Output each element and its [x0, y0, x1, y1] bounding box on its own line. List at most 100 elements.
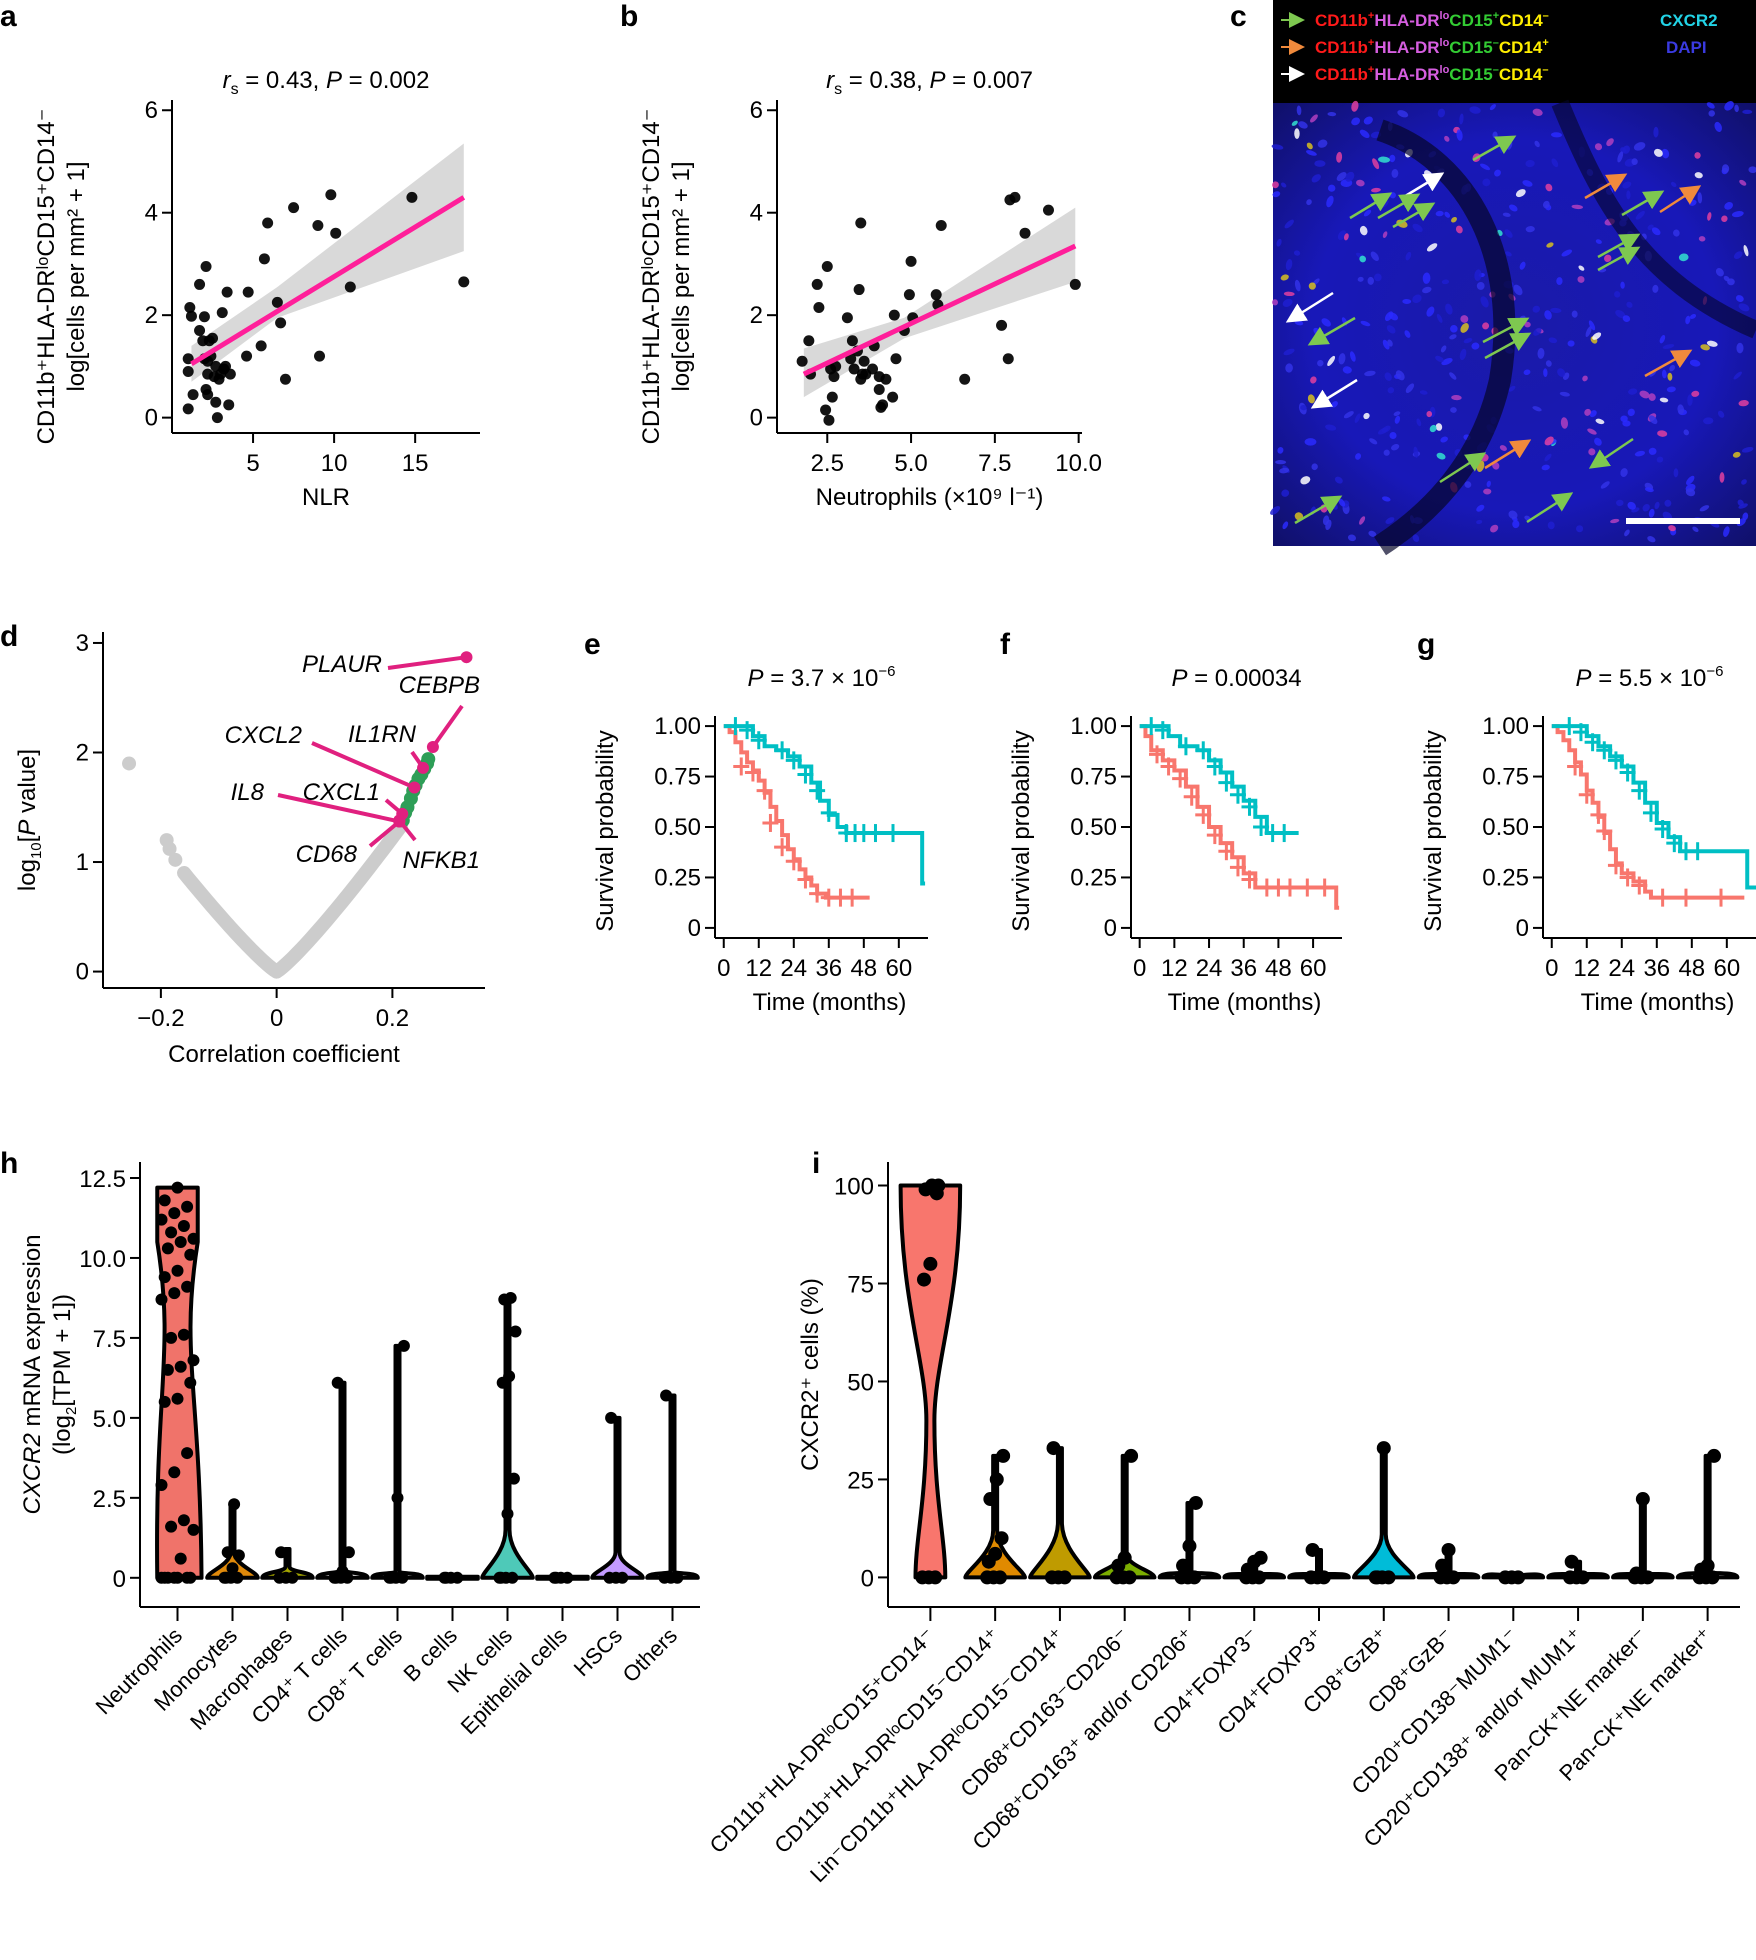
x-tick-label: 10.0 [1055, 450, 1102, 477]
violin-body [1351, 1446, 1416, 1580]
gene-label-il8: IL8 [231, 779, 265, 806]
cell [1731, 211, 1744, 218]
data-point [171, 1571, 184, 1584]
x-tick-label: 12 [745, 955, 772, 982]
data-point [1381, 1570, 1396, 1585]
cell [1357, 276, 1364, 282]
y-axis-label-line2: log[cells per mm² + 1] [668, 161, 695, 391]
cell [1282, 521, 1289, 530]
legend-marker: HLA-DR [1374, 38, 1439, 57]
cell-arrow [1349, 192, 1393, 220]
data-point [828, 371, 840, 383]
cell [1459, 113, 1464, 125]
data-point [504, 1291, 517, 1304]
data-point [440, 1571, 453, 1584]
data-point [406, 191, 418, 203]
data-point [330, 227, 342, 239]
cell [1272, 299, 1279, 306]
panel-letter-a: a [0, 0, 17, 33]
cell [1490, 524, 1499, 533]
title-superscript: −6 [1706, 663, 1723, 680]
cell [1743, 245, 1749, 257]
cell [1748, 166, 1756, 174]
y-tick-label: 2 [145, 302, 158, 329]
cell [1294, 128, 1300, 140]
data-point [989, 1472, 1004, 1487]
data-point [241, 350, 253, 362]
violin-body [1028, 1446, 1092, 1580]
cell [1546, 242, 1554, 248]
cell [1486, 480, 1491, 488]
cell [1548, 337, 1558, 344]
cell [1343, 233, 1349, 241]
legend-superscript: lo [1440, 10, 1450, 22]
cell [1648, 508, 1655, 518]
cell [1363, 116, 1373, 125]
cell [1659, 334, 1666, 344]
cell [1436, 452, 1446, 460]
cell [1426, 306, 1435, 317]
gene-label-cxcl1: CXCL1 [303, 779, 380, 806]
cell [1699, 505, 1710, 512]
cell [1391, 169, 1399, 178]
data-point [846, 335, 858, 347]
cell [1480, 296, 1489, 308]
gene-label-il1rn: IL1RN [348, 721, 417, 748]
title-text-part: = 0.00034 [1187, 665, 1301, 692]
cell [1532, 305, 1540, 313]
cell-arrow [1526, 492, 1574, 524]
cell [1435, 355, 1444, 363]
chart-title: rs = 0.43, P = 0.002 [223, 67, 430, 98]
x-tick-label: 36 [815, 955, 842, 982]
cell [1519, 261, 1526, 270]
cell [1661, 148, 1670, 159]
y-tick-label: 2 [76, 739, 89, 766]
cell [1550, 132, 1562, 138]
y-tick-label: 6 [750, 97, 763, 124]
legend-row-label: CD11b+​HLA-DRlo​CD15+​CD14–​ [1315, 10, 1549, 30]
cell [1419, 390, 1428, 395]
cell [1585, 326, 1592, 338]
cell [1589, 410, 1597, 418]
data-point [226, 1562, 239, 1575]
title-text-part: = 5.5 × 10 [1592, 665, 1707, 692]
data-point [1176, 1558, 1191, 1573]
gene-label-plaur: PLAUR [302, 651, 382, 678]
cell [1460, 315, 1469, 323]
cell [1634, 450, 1646, 457]
cell [1345, 171, 1355, 182]
cell-arrow [1659, 185, 1702, 214]
cell [1354, 413, 1361, 423]
cell [1394, 415, 1401, 424]
gene-point [162, 841, 177, 856]
cell [1592, 332, 1602, 340]
x-tick-label: 60 [885, 955, 912, 982]
legend-superscript: – [1542, 64, 1548, 76]
cell [1678, 253, 1689, 262]
cell [1300, 476, 1311, 485]
category-label: HSCs [569, 1623, 627, 1681]
cell [1502, 212, 1511, 217]
title-text-part: = 0.38, [842, 67, 929, 94]
cell [1587, 428, 1597, 435]
y-axis-label-line1: CD11b⁺HLA-DRˡᵒCD15⁺CD14⁻ [33, 109, 60, 445]
cell [1537, 347, 1545, 359]
cell [1464, 481, 1472, 488]
cell-arrow [1484, 332, 1532, 360]
chart-b-neutrophils-scatter: rs = 0.38, P = 0.007 0 2 4 6 2.5 5.0 7.5 10.0 Neu… [638, 67, 1102, 511]
cell [1450, 325, 1458, 333]
cell [1683, 429, 1690, 436]
cell [1343, 411, 1354, 419]
data-point [187, 1354, 200, 1367]
x-tick-label: 60 [1713, 955, 1740, 982]
ylabel-log: (log [49, 1415, 76, 1455]
cell [1285, 363, 1293, 373]
data-point [161, 1571, 174, 1584]
panel-letter-g: g [1417, 628, 1435, 661]
cell [1651, 227, 1661, 236]
legend-superscript: + [1368, 10, 1374, 22]
cell [1387, 339, 1393, 347]
x-axis-label: Correlation coefficient [168, 1041, 400, 1068]
y-tick-label: 3 [76, 630, 89, 657]
gene-leader-line [277, 793, 400, 824]
